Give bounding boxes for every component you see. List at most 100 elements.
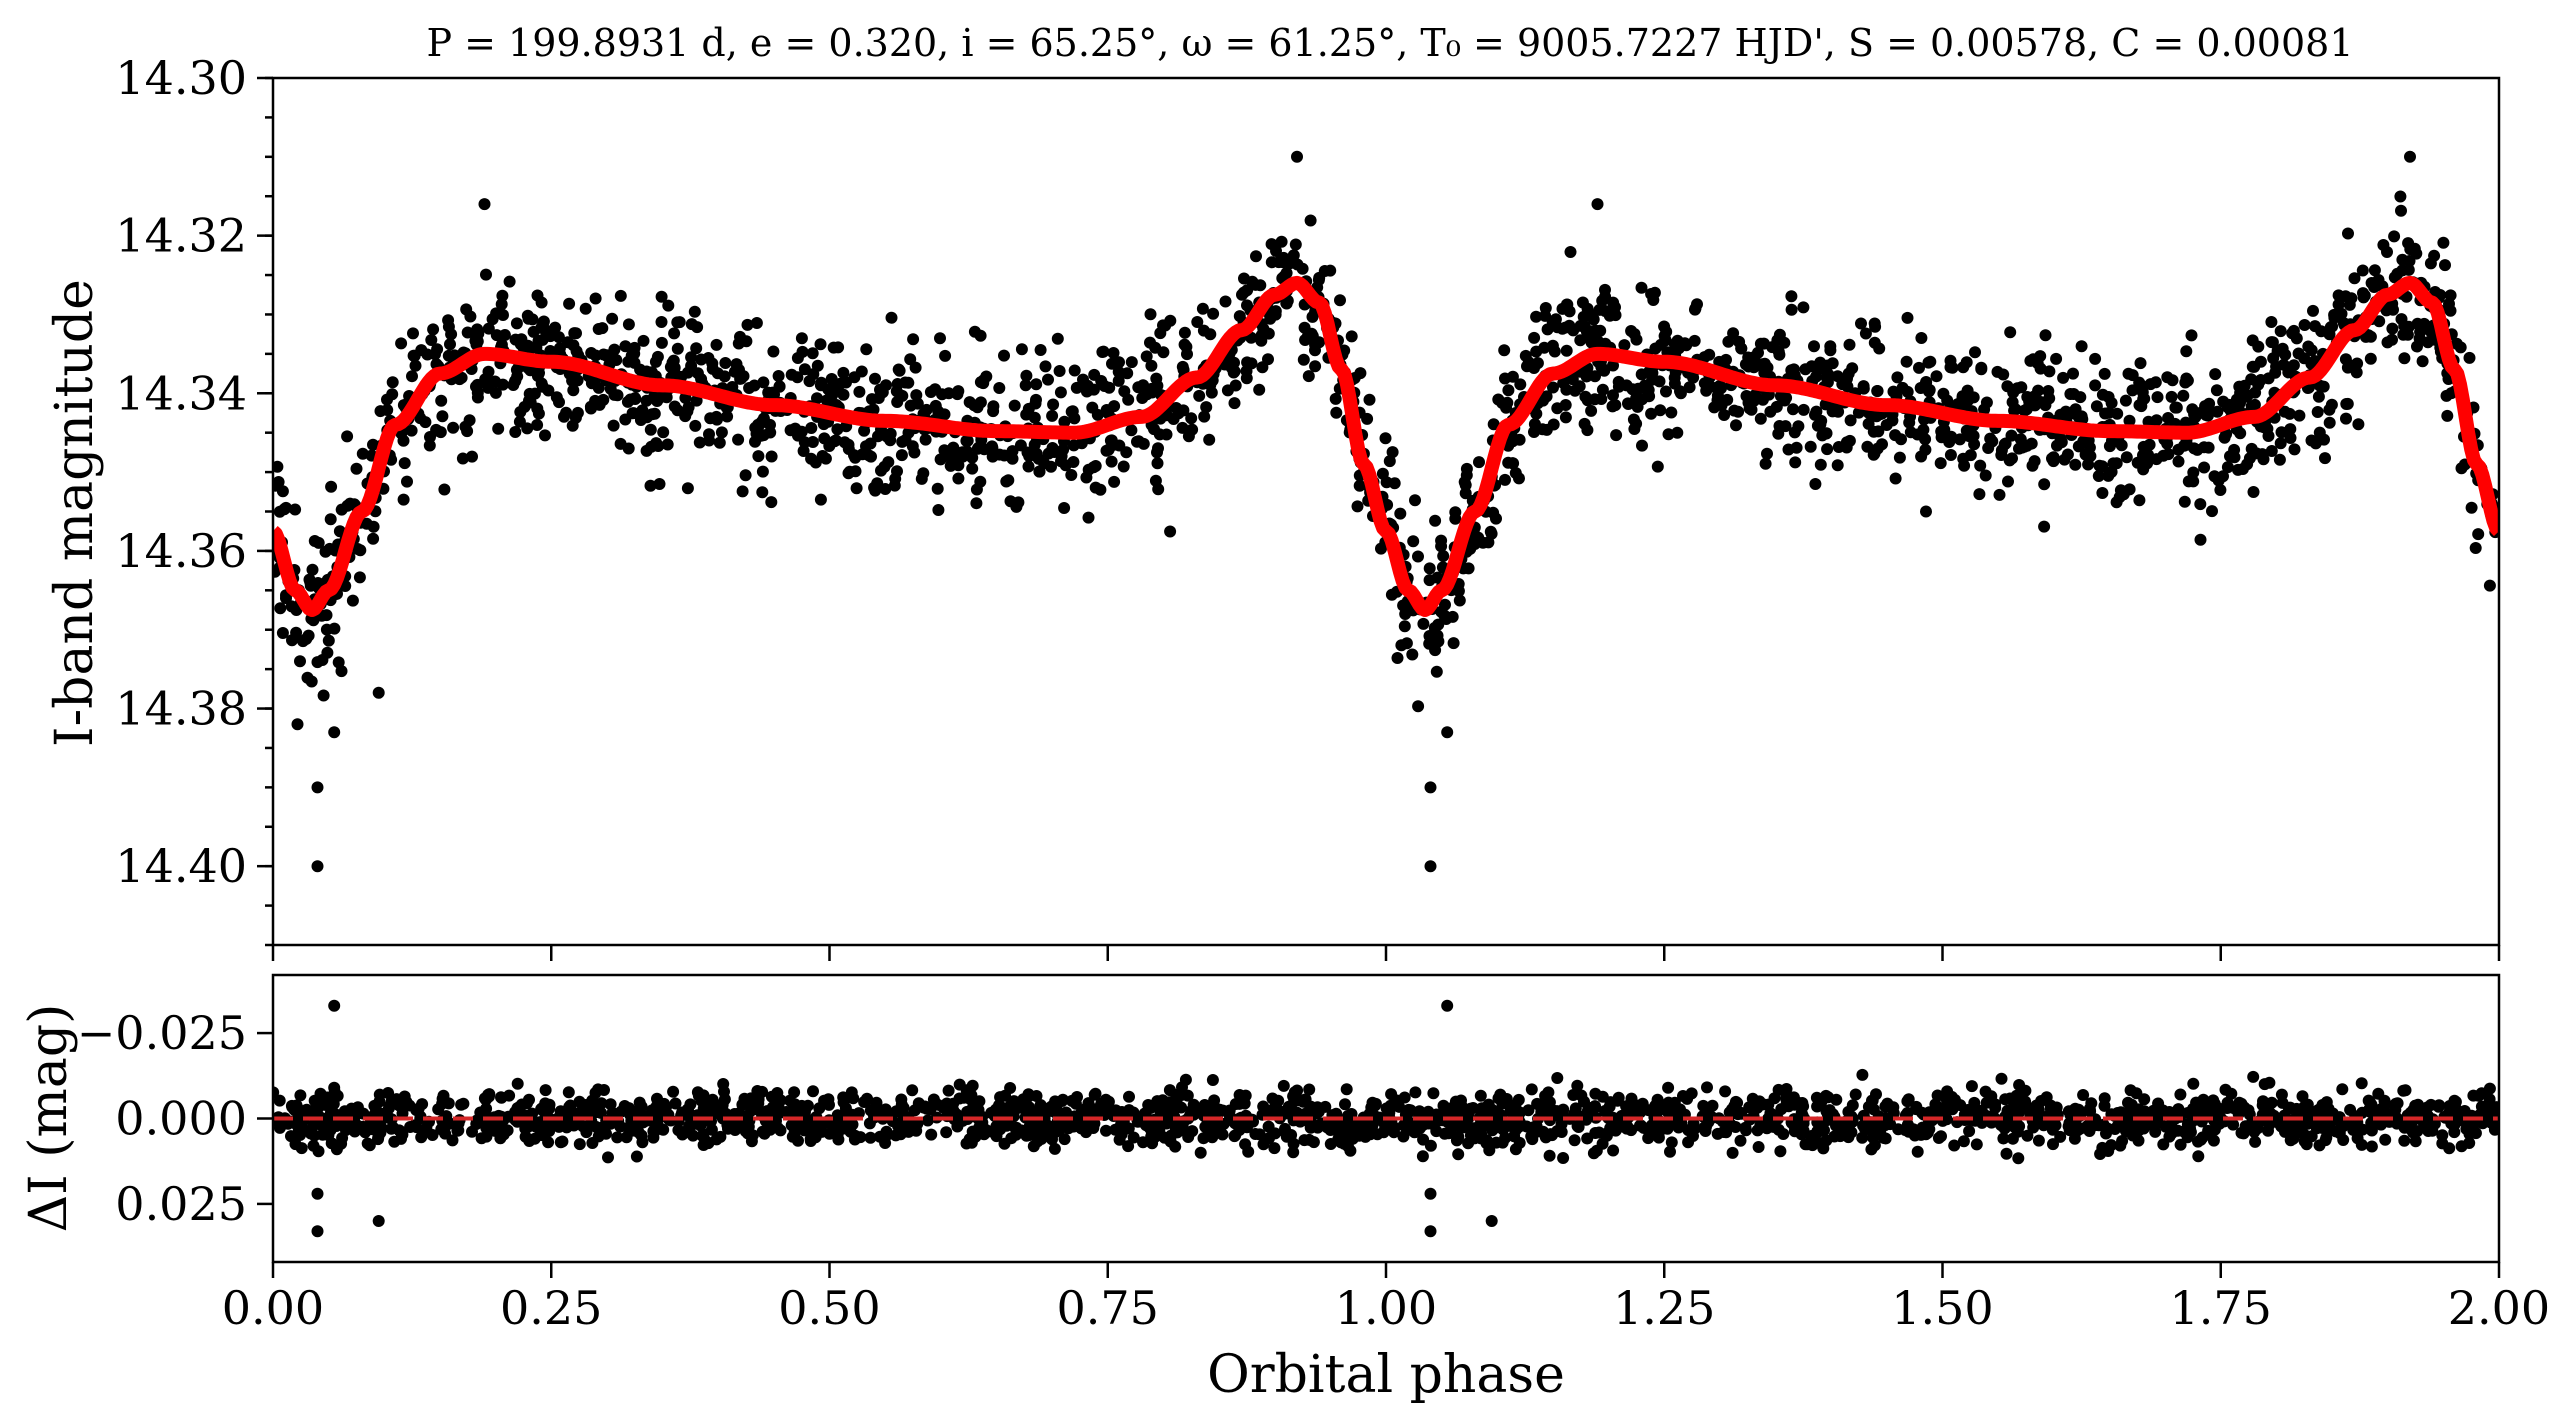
light-curve-point	[1821, 443, 1834, 456]
light-curve-point	[589, 292, 602, 305]
residual-point	[1065, 1094, 1078, 1107]
residual-point	[990, 1130, 1003, 1143]
light-curve-point	[1498, 344, 1511, 357]
light-curve-point	[2265, 336, 2278, 349]
light-curve-point	[306, 563, 319, 576]
residual-point	[1452, 1130, 1465, 1143]
light-curve-point	[1975, 361, 1988, 374]
residual-point	[683, 1119, 696, 1132]
light-curve-point	[2341, 361, 2354, 374]
light-curve-point	[1386, 446, 1399, 459]
residual-point	[858, 1096, 871, 1108]
light-curve-point	[1089, 460, 1102, 472]
light-curve-point	[444, 338, 456, 351]
light-curve-point	[868, 481, 881, 494]
light-curve-point	[406, 370, 418, 383]
light-curve-point	[2206, 505, 2218, 518]
light-curve-point	[1186, 423, 1199, 436]
light-curve-point	[1761, 447, 1773, 460]
light-curve-point	[535, 321, 548, 334]
light-curve-point	[1447, 637, 1460, 650]
residual-point	[2336, 1083, 2349, 1096]
residual-point	[1743, 1101, 1756, 1114]
residual-point	[1821, 1108, 1834, 1121]
light-curve-point	[1008, 399, 1021, 412]
light-curve-point	[1938, 423, 1951, 436]
light-curve-point	[1351, 500, 1364, 513]
residual-point	[1567, 1089, 1580, 1101]
residual-point	[410, 1104, 423, 1116]
light-curve-point	[2324, 321, 2337, 334]
light-curve-point	[1262, 353, 1274, 366]
residual-point	[1703, 1109, 1716, 1122]
residual-point	[2005, 1118, 2018, 1131]
residual-point	[1513, 1136, 1526, 1149]
light-curve-point	[2228, 451, 2241, 464]
residual-point	[1720, 1126, 1733, 1139]
light-curve-point	[1144, 308, 1157, 321]
light-curve-point	[1140, 350, 1153, 363]
light-curve-point	[2133, 494, 2146, 507]
light-curve-point	[2274, 437, 2287, 450]
light-curve-point	[1297, 353, 1310, 366]
light-curve-point	[1654, 404, 1667, 417]
residual-point	[2375, 1118, 2387, 1131]
residual-point	[1298, 1134, 1311, 1147]
light-curve-point	[1176, 421, 1189, 434]
x-tick-label: 0.00	[222, 1281, 324, 1335]
residual-point	[1652, 1128, 1665, 1141]
light-curve-y-ticks: 14.30 14.32 14.34 14.36 14.38 14.40	[115, 51, 273, 947]
light-curve-point	[1587, 313, 1600, 326]
residual-point	[2211, 1102, 2224, 1114]
residual-point	[470, 1114, 483, 1127]
light-curve-point	[734, 330, 746, 343]
residual-point	[543, 1098, 556, 1111]
light-curve-point	[1431, 629, 1444, 642]
light-curve-point	[2309, 437, 2322, 450]
residual-point	[1772, 1083, 1785, 1096]
light-curve-point	[1070, 381, 1083, 394]
y-tick-label: 0.000	[115, 1092, 247, 1146]
light-curve-point	[2016, 441, 2028, 454]
light-curve-point	[1969, 346, 1981, 359]
residual-point	[1249, 1128, 1262, 1140]
residual-point	[1719, 1085, 1732, 1098]
residual-point	[1297, 1094, 1310, 1107]
light-curve-point	[395, 337, 408, 350]
residual-point	[2284, 1134, 2297, 1147]
light-curve-point	[495, 298, 508, 311]
residual-point	[1957, 1135, 1970, 1148]
residual-point	[1383, 1102, 1396, 1115]
light-curve-point	[442, 314, 455, 327]
residual-point	[2196, 1131, 2209, 1144]
y-tick-label: −0.025	[77, 1006, 247, 1060]
light-curve-point	[938, 444, 951, 457]
light-curve-point	[932, 504, 945, 516]
light-curve-point	[2172, 455, 2185, 468]
light-curve-point	[2131, 456, 2144, 469]
residual-point	[1266, 1092, 1279, 1105]
light-curve-point	[431, 424, 444, 437]
light-curve-point	[1086, 401, 1099, 414]
light-curve-point	[1967, 391, 1980, 404]
residual-point	[1029, 1126, 1042, 1139]
residual-point	[1045, 1102, 1058, 1115]
light-curve-point	[837, 366, 850, 379]
light-curve-point	[2177, 389, 2190, 402]
light-curve-point	[2039, 329, 2052, 342]
residual-point	[2319, 1134, 2332, 1147]
light-curve-point	[796, 345, 809, 358]
light-curve-point	[710, 338, 723, 351]
residual-point	[1020, 1129, 1033, 1142]
residual-point	[1497, 1123, 1510, 1136]
light-curve-point	[1117, 460, 1130, 473]
residual-point	[2472, 1089, 2485, 1102]
light-curve-point	[2089, 379, 2102, 392]
light-curve-point	[341, 430, 354, 443]
light-curve-point	[567, 339, 580, 352]
light-curve-point	[864, 437, 877, 450]
light-curve-point	[797, 445, 810, 457]
light-curve-point	[589, 394, 602, 407]
light-curve-point	[2398, 319, 2411, 332]
light-curve-point	[2042, 385, 2055, 397]
